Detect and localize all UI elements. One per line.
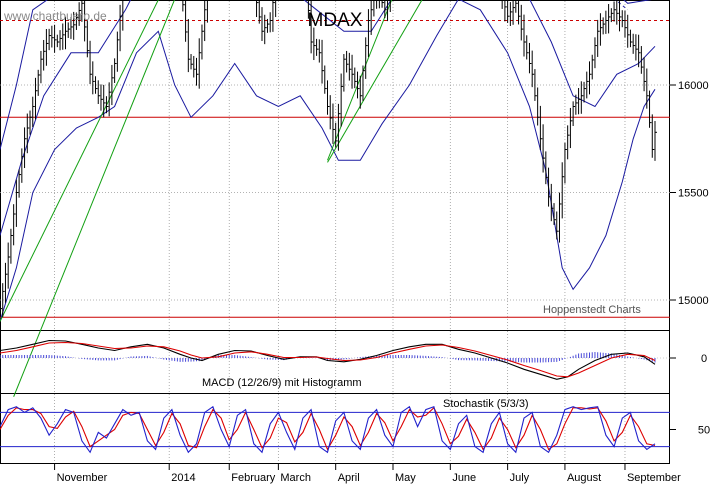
bollinger-middle [0, 0, 656, 236]
macd-label: MACD (12/26/9) mit Histogramm [202, 377, 362, 389]
month-label: June [452, 472, 476, 484]
month-label: May [395, 472, 416, 484]
price-bars [0, 0, 657, 317]
macd-layer [0, 339, 670, 380]
levels-layer [0, 20, 670, 318]
price-axis-label: 15000 [678, 295, 709, 307]
price-axis-label: 15500 [678, 188, 709, 200]
trend-line [13, 0, 175, 397]
stoch-d-line [0, 406, 656, 451]
stoch-panel-frame [0, 393, 670, 464]
month-label: September [627, 472, 681, 484]
stoch-label: Stochastik (5/3/3) [443, 398, 529, 410]
trend-lines [0, 0, 629, 397]
chart-title: MDAX [308, 10, 363, 31]
bollinger-bands [0, 0, 656, 322]
month-label: July [510, 472, 530, 484]
bollinger-lower [0, 0, 656, 322]
trend-line [327, 0, 423, 163]
x-axis-labels: November 2014 February March April May June Jul… [54, 463, 681, 484]
month-label: August [567, 472, 601, 484]
y-axis-labels: 150001550016000165001700017500050 [670, 80, 710, 437]
stoch-axis-label: 50 [698, 425, 710, 437]
macd-line [0, 339, 656, 380]
month-label: April [338, 472, 360, 484]
macd-axis-label: 0 [701, 353, 707, 365]
trend-line [0, 0, 159, 322]
downtrend-line [614, 0, 629, 11]
month-label: 2014 [171, 472, 195, 484]
month-label: February [231, 472, 276, 484]
month-label: March [280, 472, 311, 484]
watermark: www.chartbuero.de [3, 9, 107, 23]
trend-line [327, 0, 393, 161]
macd-signal-line [0, 341, 656, 378]
credit-label: Hoppenstedt Charts [543, 304, 641, 316]
price-axis-label: 16000 [678, 80, 709, 92]
stoch-layer [0, 405, 670, 454]
stoch-k-line [0, 405, 656, 454]
month-label: November [57, 472, 108, 484]
